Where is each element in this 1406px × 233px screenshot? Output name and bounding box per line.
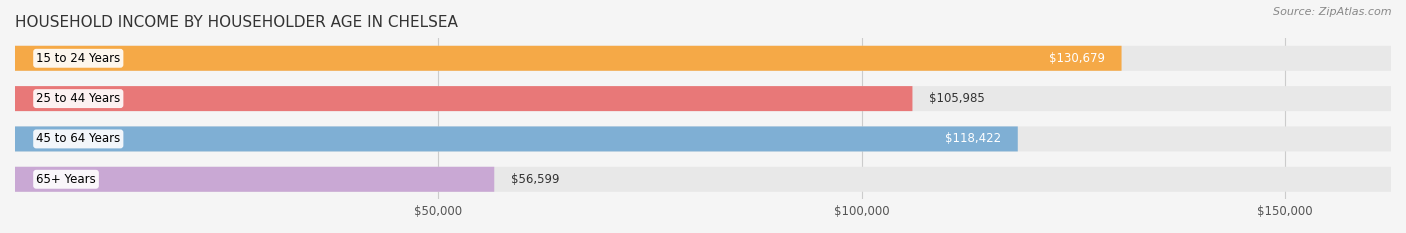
Text: $105,985: $105,985 xyxy=(929,92,986,105)
FancyBboxPatch shape xyxy=(15,127,1391,151)
Text: 25 to 44 Years: 25 to 44 Years xyxy=(37,92,121,105)
Text: 65+ Years: 65+ Years xyxy=(37,173,96,186)
Text: $130,679: $130,679 xyxy=(1049,52,1105,65)
FancyBboxPatch shape xyxy=(15,86,1391,111)
FancyBboxPatch shape xyxy=(15,46,1122,71)
FancyBboxPatch shape xyxy=(15,167,1391,192)
FancyBboxPatch shape xyxy=(15,86,912,111)
Text: $118,422: $118,422 xyxy=(945,132,1001,145)
Text: HOUSEHOLD INCOME BY HOUSEHOLDER AGE IN CHELSEA: HOUSEHOLD INCOME BY HOUSEHOLDER AGE IN C… xyxy=(15,15,458,30)
Text: 15 to 24 Years: 15 to 24 Years xyxy=(37,52,121,65)
FancyBboxPatch shape xyxy=(15,46,1391,71)
Text: $56,599: $56,599 xyxy=(512,173,560,186)
Text: 45 to 64 Years: 45 to 64 Years xyxy=(37,132,121,145)
FancyBboxPatch shape xyxy=(15,167,495,192)
Text: Source: ZipAtlas.com: Source: ZipAtlas.com xyxy=(1274,7,1392,17)
FancyBboxPatch shape xyxy=(15,127,1018,151)
